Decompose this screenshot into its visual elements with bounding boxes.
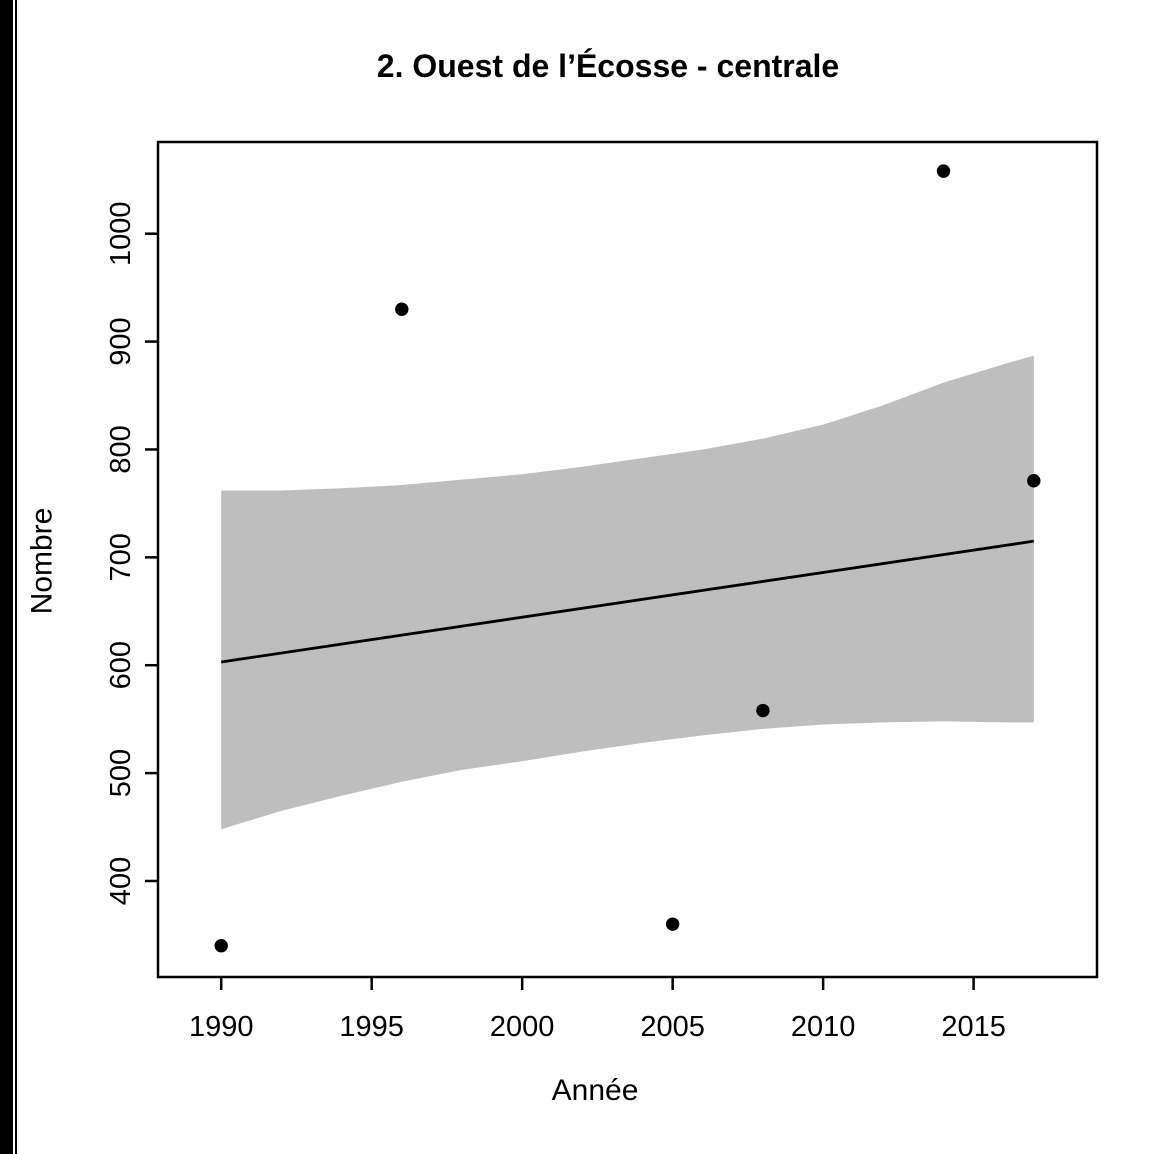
left-border-rule [15, 0, 17, 1154]
y-axis-tick-label: 1000 [105, 201, 137, 266]
left-border-bar [0, 0, 13, 1154]
plot-border [156, 140, 1099, 979]
data-point [395, 302, 409, 316]
x-axis-tick-label: 2015 [941, 1011, 1006, 1043]
y-axis-tick-label: 900 [105, 317, 137, 365]
y-axis-tick-label: 700 [105, 533, 137, 581]
data-point [756, 703, 770, 718]
data-point [214, 939, 228, 953]
confidence-band [221, 355, 1034, 830]
y-axis-tick-label: 800 [105, 425, 137, 473]
data-point [665, 917, 680, 931]
data-point [1027, 474, 1041, 488]
data-point [936, 164, 951, 178]
x-axis-tick-label: 1995 [339, 1011, 404, 1043]
x-axis-tick-label: 2000 [490, 1011, 555, 1043]
regression-line [220, 539, 1035, 664]
y-axis-tick-label: 500 [105, 749, 137, 797]
x-axis-tick-label: 2010 [791, 1011, 856, 1043]
plot-layer: 1990 1995 2000 2005 2010 2015 400 500 600 700 800 9… [105, 140, 1099, 1043]
x-axis-tick-label: 1990 [189, 1011, 254, 1043]
x-axis-title: Année [552, 1074, 639, 1107]
y-axis-tick-label: 600 [105, 641, 137, 689]
chart-title: 2. Ouest de l’Écosse - centrale [377, 48, 839, 84]
y-axis-title: Nombre [26, 508, 59, 615]
y-axis-tick-label: 400 [105, 857, 137, 905]
x-axis-tick-label: 2005 [640, 1011, 705, 1043]
